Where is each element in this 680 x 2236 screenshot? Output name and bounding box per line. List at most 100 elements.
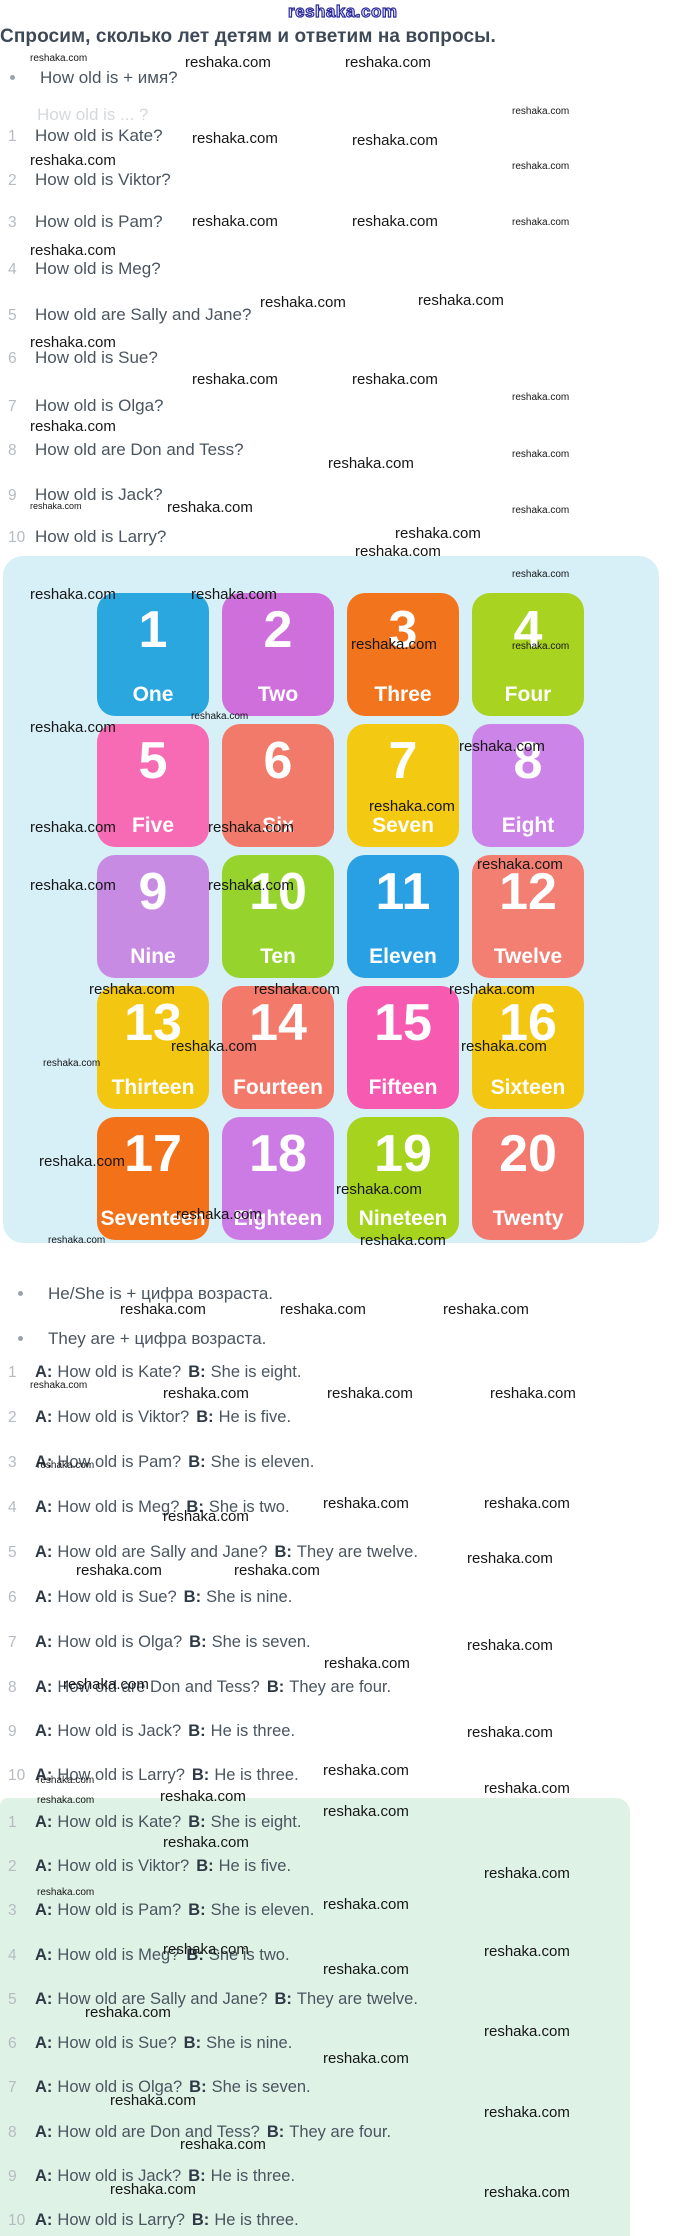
watermark: reshaka.com xyxy=(512,392,570,403)
answer-question: How old is Meg? xyxy=(57,1498,180,1516)
watermark: reshaka.com xyxy=(76,1562,162,1579)
watermark: reshaka.com xyxy=(89,981,175,998)
number-card-18: 18 Eighteen xyxy=(222,1117,334,1240)
bullet-icon xyxy=(10,75,15,80)
watermark: reshaka.com xyxy=(30,719,116,736)
answer-text: She is nine. xyxy=(206,1588,293,1606)
watermark: reshaka.com xyxy=(328,455,414,472)
card-word: Fourteen xyxy=(233,1076,323,1099)
answer-item-highlighted: 8 A: How old are Don and Tess? B: They are f… xyxy=(8,2123,391,2142)
card-number: 20 xyxy=(499,1125,557,1183)
card-word: Eleven xyxy=(369,945,437,968)
question-number: 7 xyxy=(8,398,17,415)
watermark: reshaka.com xyxy=(484,2023,570,2040)
watermark: reshaka.com xyxy=(254,981,340,998)
answer-item-highlighted: 10 A: How old is Larry? B: He is three. xyxy=(8,2211,299,2230)
speaker-b-label: B: xyxy=(188,1363,206,1381)
number-card-6: 6 Six xyxy=(222,724,334,847)
card-word: Seven xyxy=(372,814,434,837)
speaker-b-label: B: xyxy=(188,1722,206,1740)
answer-question: How old is Pam? xyxy=(57,1453,182,1471)
number-card-15: 15 Fifteen xyxy=(347,986,459,1109)
watermark: reshaka.com xyxy=(30,152,116,169)
card-word: Ten xyxy=(260,945,296,968)
watermark: reshaka.com xyxy=(352,213,438,230)
answer-question: How old are Don and Tess? xyxy=(57,1678,260,1696)
watermark: reshaka.com xyxy=(37,1887,95,1898)
card-word: Twenty xyxy=(492,1207,564,1230)
card-word: Six xyxy=(262,814,294,837)
answer-question: How old is Olga? xyxy=(57,2078,183,2096)
answer-question: How old is Jack? xyxy=(57,1722,182,1740)
watermark: reshaka.com xyxy=(512,569,570,580)
answer-item-highlighted: 9 A: How old is Jack? B: He is three. xyxy=(8,2167,295,2186)
question-text: How old are Don and Tess? xyxy=(35,440,244,459)
watermark: reshaka.com xyxy=(323,1803,409,1820)
card-number: 4 xyxy=(513,601,543,659)
card-word: Three xyxy=(374,683,432,706)
speaker-a-label: A: xyxy=(35,1408,53,1426)
speaker-b-label: B: xyxy=(191,2211,210,2229)
number-card-12: 12 Twelve xyxy=(472,855,584,978)
answer-item: 10 A: How old is Larry? B: He is three. xyxy=(8,1766,299,1785)
speaker-b-label: B: xyxy=(274,1543,292,1561)
number-card-4: 4 Four xyxy=(472,593,584,716)
answer-number: 9 xyxy=(8,2168,17,2185)
answer-number: 1 xyxy=(8,1814,17,1831)
watermark: reshaka.com xyxy=(418,292,504,309)
watermark: reshaka.com xyxy=(192,130,278,147)
answer-number: 4 xyxy=(8,1499,17,1516)
watermark: reshaka.com xyxy=(477,856,563,873)
answer-question: How old is Olga? xyxy=(57,1633,183,1651)
card-word: Five xyxy=(131,814,175,837)
answer-text: She is seven. xyxy=(211,2078,311,2096)
speaker-a-label: A: xyxy=(35,1813,53,1831)
speaker-b-label: B: xyxy=(189,1633,207,1651)
watermark: reshaka.com xyxy=(163,1941,249,1958)
answer-question: How old is Kate? xyxy=(57,1813,182,1831)
question-item: 4 How old is Meg? xyxy=(8,259,161,279)
answer-text: He is three. xyxy=(214,2211,299,2229)
card-number: 13 xyxy=(124,994,182,1052)
speaker-a-label: A: xyxy=(35,1543,53,1561)
question-item: 7 How old is Olga? xyxy=(8,396,164,416)
question-text: How old are Sally and Jane? xyxy=(35,305,252,324)
speaker-a-label: A: xyxy=(35,2123,53,2141)
speaker-b-label: B: xyxy=(188,1901,206,1919)
speaker-a-label: A: xyxy=(35,2034,53,2052)
card-number: 18 xyxy=(249,1125,307,1183)
card-number: 15 xyxy=(374,994,432,1052)
watermark: reshaka.com xyxy=(63,1676,149,1693)
answer-item-highlighted: 2 A: How old is Viktor? B: He is five. xyxy=(8,1857,291,1876)
question-text: How old is Kate? xyxy=(35,126,163,145)
card-number: 14 xyxy=(249,994,307,1052)
watermark: reshaka.com xyxy=(120,1301,206,1318)
card-word: Two xyxy=(257,683,299,706)
speaker-a-label: A: xyxy=(35,2167,53,2185)
answer-item: 2 A: How old is Viktor? B: He is five. xyxy=(8,1408,291,1427)
question-text: How old is Jack? xyxy=(35,485,163,504)
card-word: One xyxy=(132,683,174,706)
watermark: reshaka.com xyxy=(336,1181,422,1198)
speaker-b-label: B: xyxy=(183,2034,202,2052)
watermark: reshaka.com xyxy=(512,505,570,516)
answer-text: She is eight. xyxy=(210,1813,302,1831)
rule-answer-single: He/She is + цифра возраста. xyxy=(8,1284,273,1304)
watermark: reshaka.com xyxy=(459,738,545,755)
answer-text: He is three. xyxy=(210,2167,296,2185)
watermark: reshaka.com xyxy=(192,213,278,230)
speaker-a-label: A: xyxy=(35,1453,53,1471)
speaker-a-label: A: xyxy=(35,2078,53,2096)
speaker-b-label: B: xyxy=(189,2078,207,2096)
card-word: Sixteen xyxy=(490,1076,566,1099)
answer-item-highlighted: 7 A: How old is Olga? B: She is seven. xyxy=(8,2078,311,2097)
question-item: 2 How old is Viktor? xyxy=(8,170,171,190)
card-word: Nine xyxy=(130,945,176,968)
speaker-a-label: A: xyxy=(35,1588,53,1606)
answer-text: They are four. xyxy=(289,2123,392,2141)
card-word: Fifteen xyxy=(368,1076,438,1099)
speaker-b-label: B: xyxy=(186,1946,204,1964)
watermark: reshaka.com xyxy=(324,1655,410,1672)
answer-number: 2 xyxy=(8,1858,17,1875)
answer-number: 10 xyxy=(8,1767,26,1784)
